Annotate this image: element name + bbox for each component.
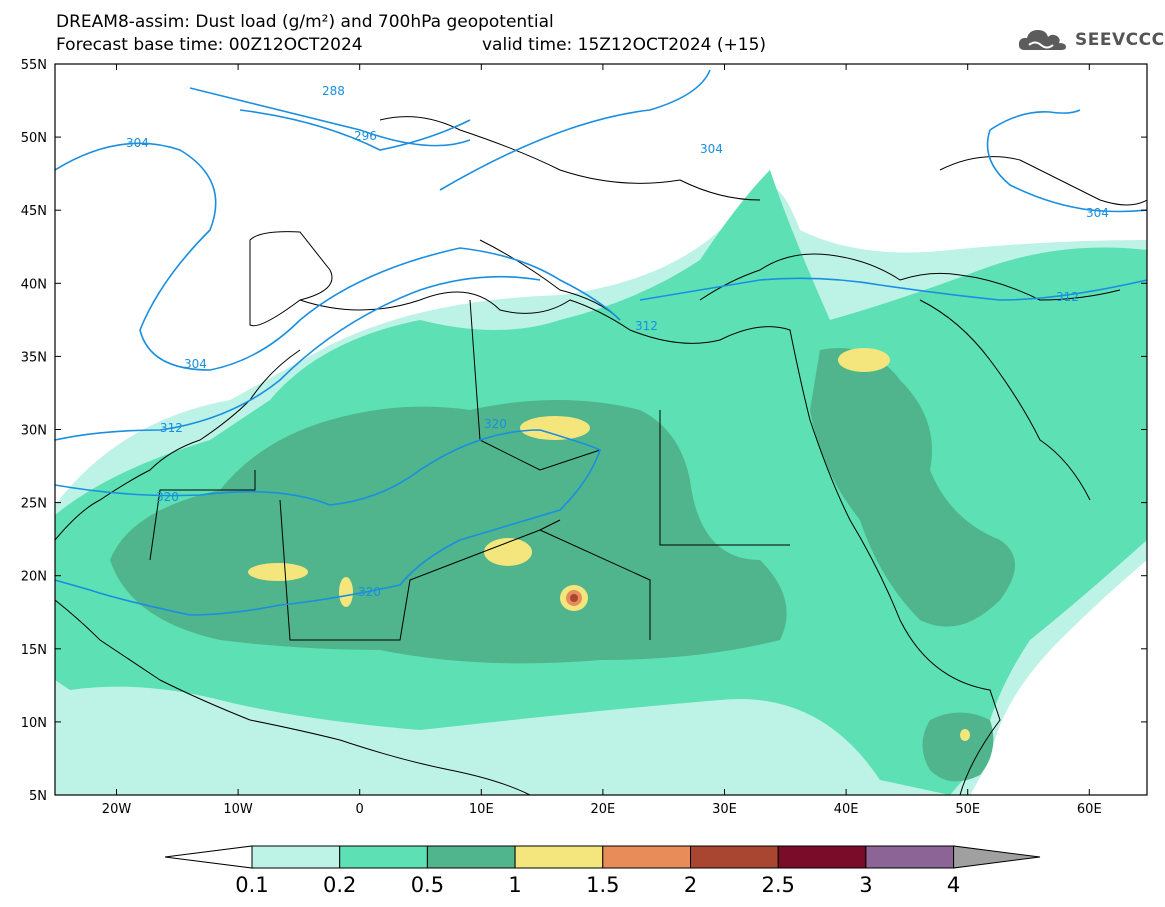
colorbar-swatch xyxy=(777,845,867,869)
colorbar-label: 0.2 xyxy=(323,873,356,897)
logo-text: SEEVCCC xyxy=(1075,30,1165,50)
lon-axis: 20W 10W 0 10E 20E 30E 40E 50E 60E xyxy=(102,64,1102,817)
lon-label: 20W xyxy=(102,802,132,817)
lat-label: 55N xyxy=(21,58,47,73)
dust-band-1-b xyxy=(484,538,532,566)
contour-label: 320 xyxy=(156,490,179,504)
colorbar-label: 2 xyxy=(684,873,697,897)
lat-label: 35N xyxy=(21,350,47,365)
contour-label: 304 xyxy=(184,357,207,371)
contour-label: 296 xyxy=(354,129,377,143)
lat-label: 30N xyxy=(21,424,47,439)
lat-label: 50N xyxy=(21,131,47,146)
lat-label: 40N xyxy=(21,277,47,292)
colorbar-label: 3 xyxy=(859,873,872,897)
lat-label: 20N xyxy=(21,570,47,585)
dust-band-1-e xyxy=(838,348,890,372)
lat-label: 5N xyxy=(29,789,47,804)
colorbar-label: 1 xyxy=(508,873,521,897)
contour-label: 312 xyxy=(160,421,183,435)
cloud-icon xyxy=(1018,30,1066,50)
chart-title: DREAM8-assim: Dust load (g/m²) and 700hP… xyxy=(56,12,554,32)
lon-label: 20E xyxy=(591,802,616,817)
colorbar-swatch xyxy=(426,845,516,869)
dust-band-1-a xyxy=(520,416,590,440)
dust-band-1-g xyxy=(960,729,970,741)
dust-band-0-5-horn xyxy=(922,712,994,782)
contour-label: 320 xyxy=(484,417,507,431)
colorbar-label: 4 xyxy=(947,873,960,897)
colorbar-label: 2.5 xyxy=(761,873,794,897)
lon-label: 10W xyxy=(223,802,253,817)
contour-labels: 288 296 304 304 304 304 312 312 312 320 … xyxy=(126,84,1109,599)
colorbar-swatch xyxy=(339,845,428,869)
dust-band-2 xyxy=(570,594,578,602)
colorbar-swatch xyxy=(251,845,341,869)
lon-label: 60E xyxy=(1077,802,1102,817)
contour-label: 304 xyxy=(126,136,149,150)
colorbar-right-arrow xyxy=(953,845,1041,869)
lat-label: 10N xyxy=(21,716,47,731)
colorbar-label: 1.5 xyxy=(586,873,619,897)
lat-label: 15N xyxy=(21,643,47,658)
dust-band-1-d xyxy=(339,577,353,607)
lon-label: 0 xyxy=(356,802,364,817)
seevccc-logo: SEEVCCC xyxy=(1017,26,1165,54)
lat-axis: 55N 50N 45N 40N 35N 30N 25N 20N 15N 10N 5N xyxy=(21,58,1147,804)
dust-band-0-5 xyxy=(110,400,787,664)
valid-time: valid time: 15Z12OCT2024 (+15) xyxy=(482,35,767,55)
contour-label: 312 xyxy=(1056,290,1079,304)
lon-label: 40E xyxy=(834,802,859,817)
contour-label: 304 xyxy=(700,142,723,156)
lat-label: 45N xyxy=(21,204,47,219)
contour-label: 320 xyxy=(358,585,381,599)
lon-label: 30E xyxy=(712,802,737,817)
colorbar-swatch xyxy=(690,845,779,869)
contour-label: 304 xyxy=(1086,206,1109,220)
lat-label: 25N xyxy=(21,497,47,512)
colorbar-left-arrow xyxy=(164,845,253,869)
colorbar-label: 0.5 xyxy=(411,873,444,897)
colorbar-label: 0.1 xyxy=(235,873,268,897)
lon-label: 10E xyxy=(469,802,494,817)
colorbar-swatch xyxy=(865,845,955,869)
coastlines xyxy=(55,116,1147,795)
colorbar-swatch xyxy=(514,845,604,869)
contour-label: 288 xyxy=(322,84,345,98)
dust-band-0-5-east xyxy=(810,348,1015,627)
forecast-base-time: Forecast base time: 00Z12OCT2024 xyxy=(56,35,363,55)
map-area: 288 296 304 304 304 304 312 312 312 320 … xyxy=(55,64,1147,795)
colorbar: 0.1 0.2 0.5 1 1.5 2 2.5 3 4 xyxy=(164,845,1041,897)
geopotential-contours xyxy=(55,69,1147,616)
dust-band-1-c xyxy=(248,563,308,581)
colorbar-swatch xyxy=(602,845,691,869)
contour-label: 312 xyxy=(635,319,658,333)
lon-label: 50E xyxy=(955,802,980,817)
